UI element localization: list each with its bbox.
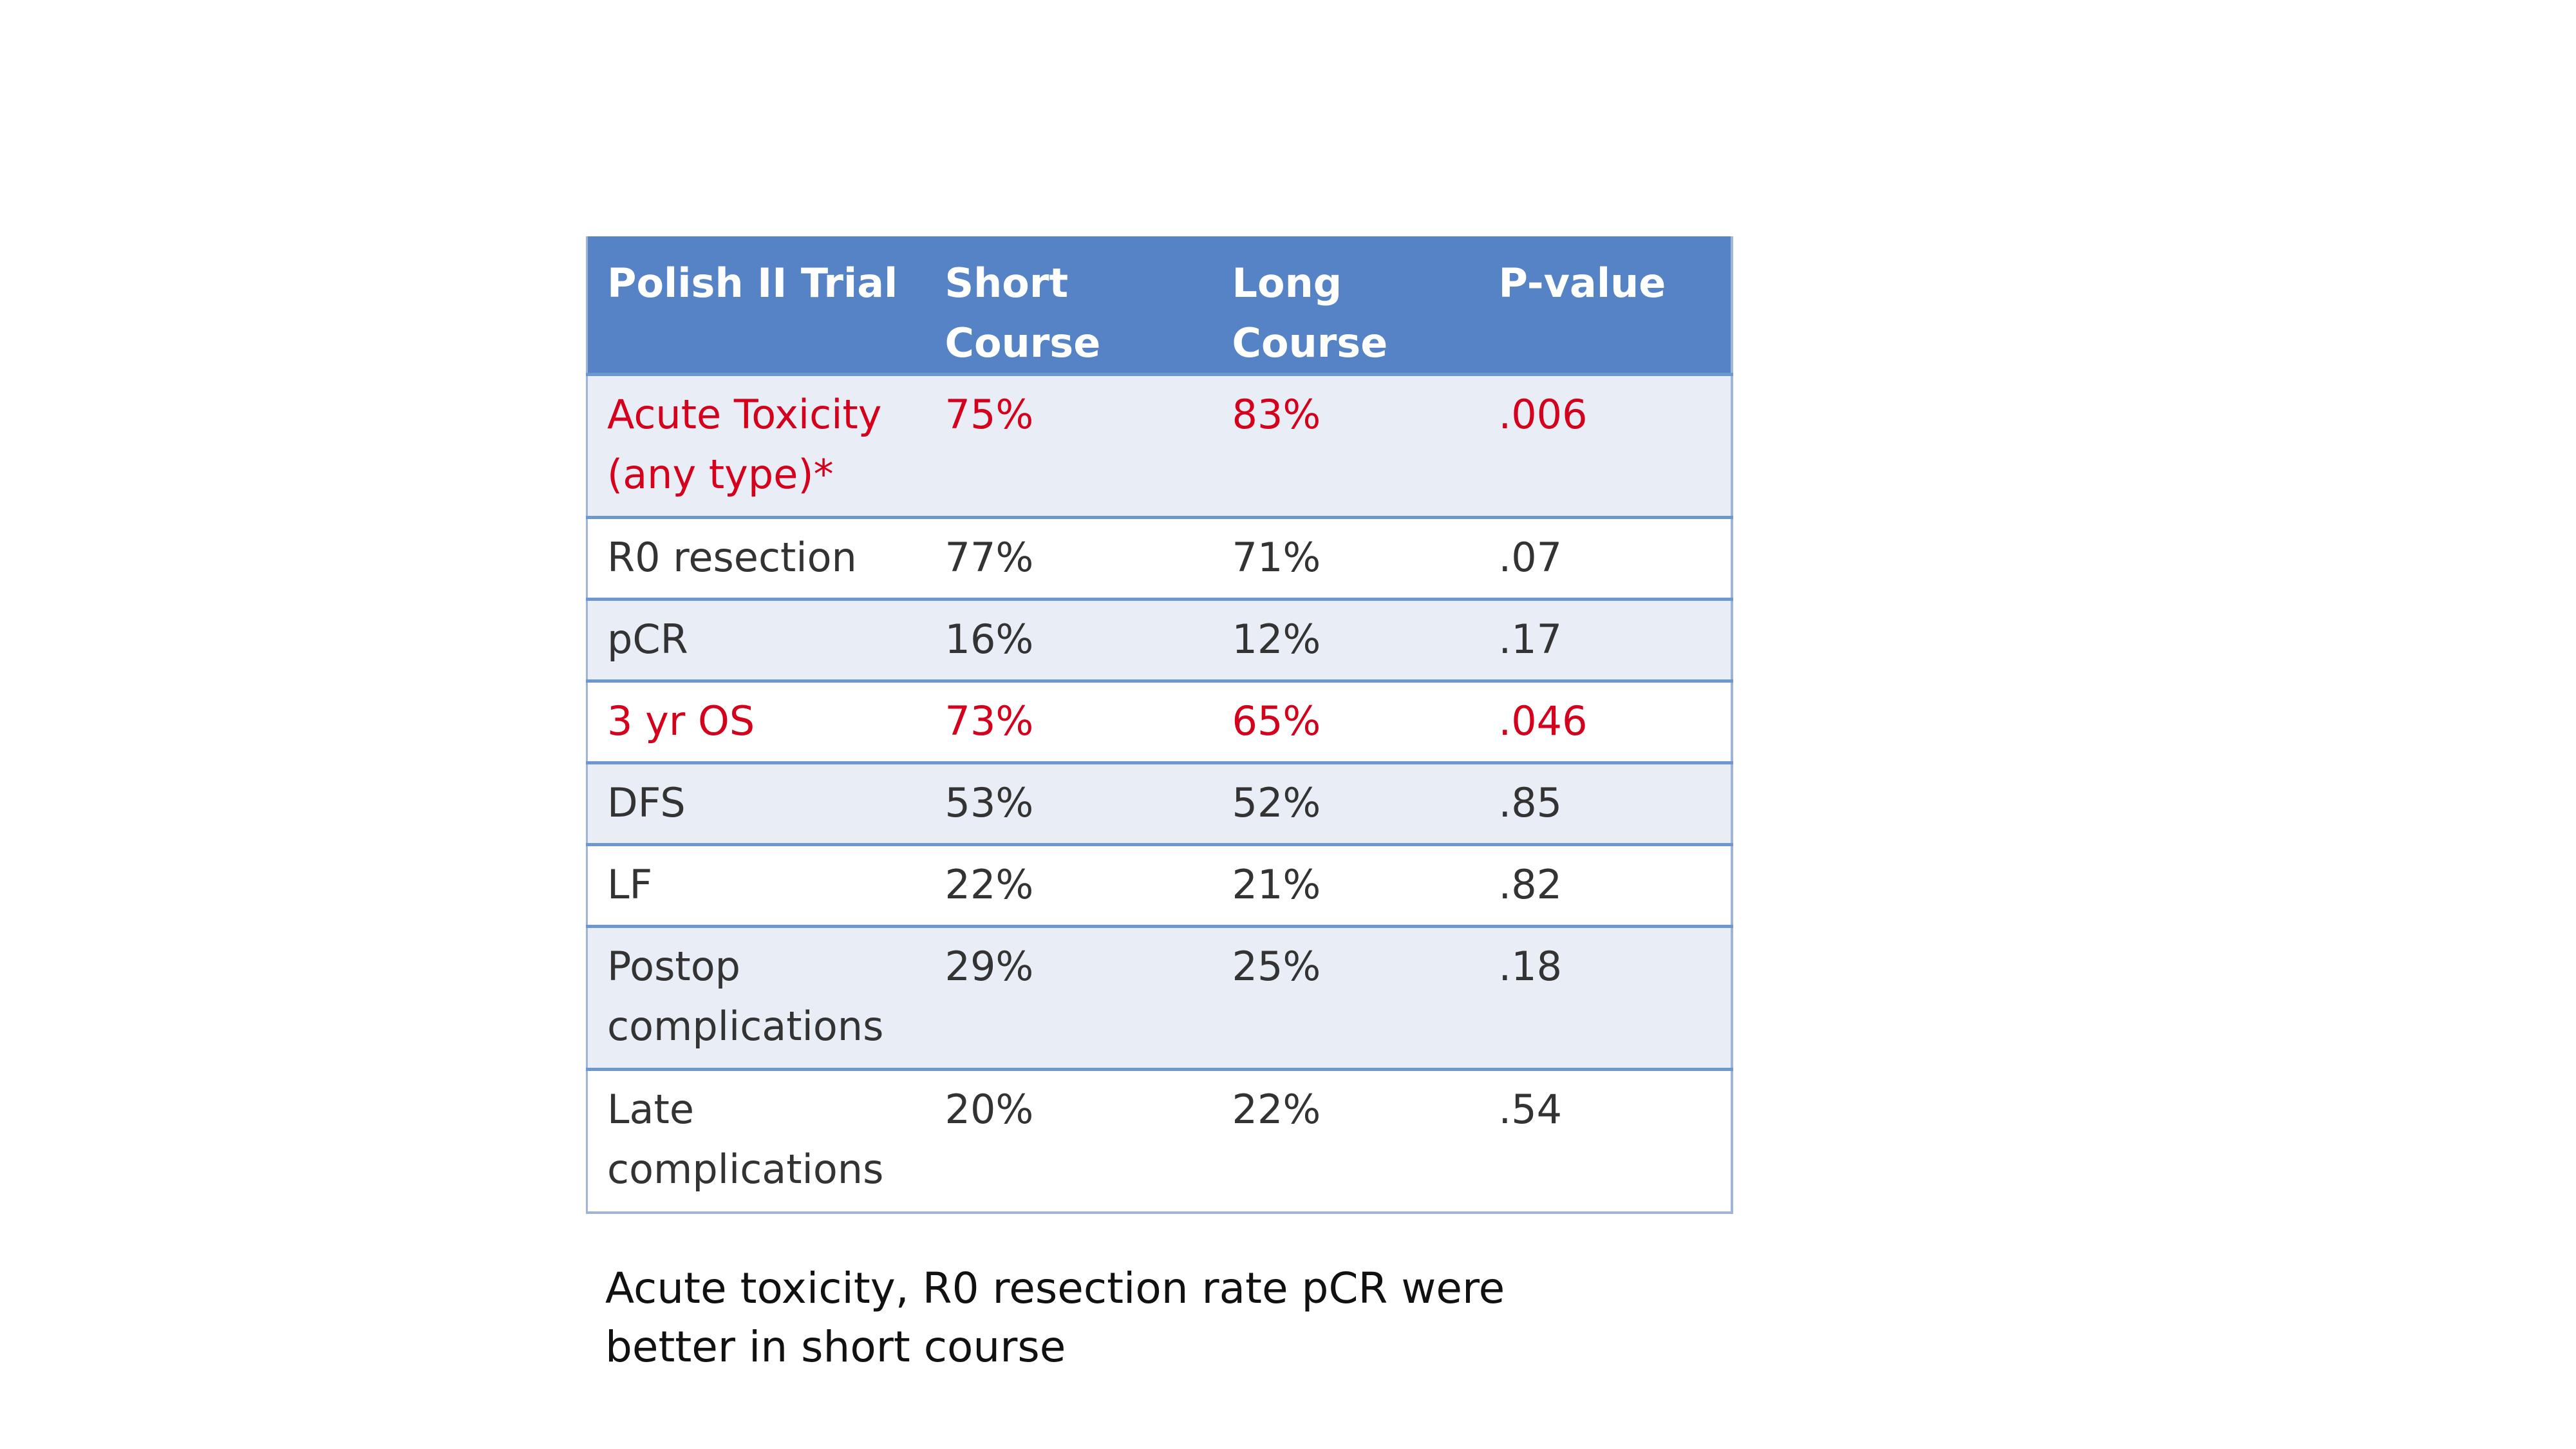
table-row: 3 yr OS 73% 65% .046 [587,679,1732,763]
long-course-value: 22% [1212,1068,1480,1213]
row-label: DFS [587,761,926,845]
row-label: pCR [587,598,926,681]
results-table: Polish II Trial Short Course Long Course… [586,236,1733,1214]
row-label: Postop complications [587,925,926,1070]
long-course-value: 52% [1212,761,1480,845]
row-label: R0 resection [587,516,926,600]
table-row: Postop complications 29% 25% .18 [587,925,1732,1070]
row-label: LF [587,843,926,927]
p-value: .046 [1479,679,1732,763]
p-value: .54 [1479,1068,1732,1213]
table-row: pCR 16% 12% .17 [587,598,1732,681]
short-course-value: 53% [925,761,1213,845]
short-course-value: 29% [925,925,1213,1070]
slide-caption: Acute toxicity, R0 resection rate pCR we… [605,1264,1505,1372]
long-course-value: 71% [1212,516,1480,600]
p-value: .006 [1479,373,1732,518]
header-p-value: P-value [1479,236,1732,375]
header-trial: Polish II Trial [587,236,926,375]
long-course-value: 83% [1212,373,1480,518]
short-course-value: 20% [925,1068,1213,1213]
p-value: .07 [1479,516,1732,600]
header-short-course: Short Course [925,236,1213,375]
long-course-value: 21% [1212,843,1480,927]
p-value: .17 [1479,598,1732,681]
table-row: Late complications 20% 22% .54 [587,1068,1732,1213]
table-row: DFS 53% 52% .85 [587,761,1732,845]
short-course-value: 16% [925,598,1213,681]
short-course-value: 75% [925,373,1213,518]
long-course-value: 12% [1212,598,1480,681]
row-label: 3 yr OS [587,679,926,763]
p-value: .18 [1479,925,1732,1070]
short-course-value: 77% [925,516,1213,600]
short-course-value: 73% [925,679,1213,763]
long-course-value: 25% [1212,925,1480,1070]
short-course-value: 22% [925,843,1213,927]
table-header-row: Polish II Trial Short Course Long Course… [587,236,1732,375]
p-value: .85 [1479,761,1732,845]
row-label: Acute Toxicity (any type)* [587,373,926,518]
long-course-value: 65% [1212,679,1480,763]
table-row: LF 22% 21% .82 [587,843,1732,927]
table-row: Acute Toxicity (any type)* 75% 83% .006 [587,373,1732,518]
p-value: .82 [1479,843,1732,927]
table-row: R0 resection 77% 71% .07 [587,516,1732,600]
row-label: Late complications [587,1068,926,1213]
header-long-course: Long Course [1212,236,1480,375]
